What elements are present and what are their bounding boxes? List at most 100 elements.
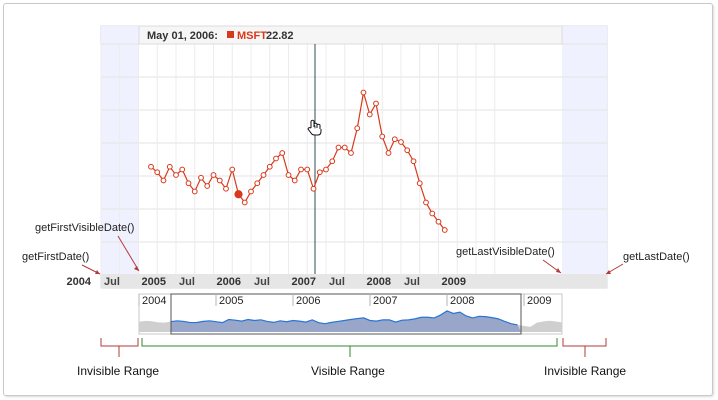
navigator-selection[interactable] [170, 293, 522, 335]
data-point[interactable] [360, 89, 367, 96]
data-point[interactable] [160, 177, 167, 184]
x-axis: 2004 2005 2006 2007 2008 2009 Jul Jul Jul Jul Jul [67, 276, 466, 288]
data-point[interactable] [273, 155, 279, 162]
msft-series [148, 89, 448, 233]
navigator-year-labels: 2004 2005 2006 2007 2008 2009 [138, 294, 551, 307]
data-point[interactable] [341, 144, 348, 151]
navigator-series [139, 293, 563, 335]
grid-lines [100, 43, 607, 274]
x-tick-year: 2004 [67, 276, 92, 288]
invisible-range-right-bracket [562, 338, 607, 357]
annotation-first-label: getFirstDate() [22, 251, 89, 263]
annotation-first-visible-arrowhead [134, 266, 139, 271]
invisible-range-right-label: Invisible Range [544, 364, 626, 378]
annotation-first-visible: getFirstVisibleDate() [35, 222, 140, 272]
annotation-first-visible-label: getFirstVisibleDate() [35, 222, 134, 234]
navigator-year-label: 2007 [373, 295, 397, 307]
x-tick-year: 2007 [292, 276, 316, 288]
data-point[interactable] [416, 180, 423, 187]
annotation-last: getLastDate() [605, 251, 690, 275]
data-point[interactable] [191, 188, 198, 195]
data-point[interactable] [379, 133, 386, 140]
data-point[interactable] [279, 150, 286, 156]
data-point[interactable] [148, 163, 154, 170]
data-point[interactable] [285, 172, 292, 178]
navigator-year-label: 2009 [527, 295, 551, 307]
visible-range-label: Visible Range [311, 364, 385, 378]
data-point[interactable] [316, 169, 323, 176]
data-point[interactable] [166, 163, 173, 170]
data-point[interactable] [354, 125, 361, 132]
data-point[interactable] [266, 163, 273, 170]
invisible-range-left-label: Invisible Range [77, 364, 159, 378]
navigator-year-label: 2004 [142, 295, 166, 307]
invisible-range-right-shade [562, 26, 607, 288]
x-tick-month: Jul [254, 276, 270, 288]
data-point[interactable] [373, 100, 379, 107]
data-point[interactable] [410, 158, 417, 165]
data-point[interactable] [291, 177, 298, 184]
tooltip-bar [138, 25, 563, 45]
x-tick-month: Jul [329, 276, 345, 288]
data-point[interactable] [304, 166, 311, 173]
x-tick-month: Jul [104, 276, 120, 288]
invisible-range-left-bracket [100, 338, 139, 357]
data-point[interactable] [241, 199, 248, 206]
annotation-last-visible: getLastVisibleDate() [456, 246, 562, 274]
data-point[interactable] [398, 139, 404, 145]
x-axis-band [101, 274, 607, 288]
data-point[interactable] [248, 188, 254, 195]
data-point[interactable] [335, 144, 342, 151]
data-point[interactable] [385, 150, 392, 156]
annotation-first-visible-arrow [117, 235, 140, 272]
data-point[interactable] [185, 180, 192, 187]
data-point[interactable] [216, 177, 223, 184]
tooltip-value: 22.82 [266, 30, 294, 42]
data-point[interactable] [179, 166, 186, 173]
annotation-last-label: getLastDate() [623, 251, 690, 263]
data-point[interactable] [329, 158, 336, 165]
tooltip-series-name: MSFT [237, 30, 267, 42]
data-point[interactable] [198, 174, 204, 181]
navigator-year-label: 2006 [296, 295, 320, 307]
data-point[interactable] [173, 172, 179, 178]
data-point[interactable] [435, 218, 442, 225]
x-tick-year: 2005 [142, 276, 166, 288]
navigator-year-label: 2005 [219, 295, 243, 307]
data-point[interactable] [298, 166, 304, 173]
x-tick-year: 2009 [442, 276, 466, 288]
x-tick-year: 2008 [367, 276, 391, 288]
data-point[interactable] [441, 227, 448, 233]
x-tick-month: Jul [404, 276, 420, 288]
annotation-last-visible-label: getLastVisibleDate() [456, 246, 555, 258]
visible-range-bracket [141, 338, 558, 357]
data-point[interactable] [348, 150, 354, 156]
navigator-year-label: 2008 [450, 295, 474, 307]
annotation-last-visible-arrowhead [556, 268, 561, 273]
data-point[interactable] [323, 166, 329, 173]
highlight-point[interactable] [234, 190, 243, 199]
data-point[interactable] [404, 147, 411, 154]
data-point[interactable] [210, 172, 217, 178]
data-point[interactable] [429, 210, 436, 217]
annotation-first: getFirstDate() [22, 251, 101, 275]
data-point[interactable] [154, 169, 161, 176]
data-point[interactable] [310, 185, 317, 192]
data-point[interactable] [229, 166, 236, 173]
data-point[interactable] [254, 180, 261, 187]
navigator-line [171, 310, 518, 326]
data-point[interactable] [260, 172, 267, 178]
tooltip-date: May 01, 2006: [147, 30, 218, 42]
data-point[interactable] [423, 199, 429, 206]
tooltip-series-swatch [227, 31, 234, 38]
annotation-last-arrowhead [606, 270, 611, 274]
figure-frame [3, 3, 713, 396]
data-point[interactable] [391, 136, 398, 143]
navigator-area-visible [171, 310, 521, 332]
x-tick-month: Jul [179, 276, 195, 288]
data-point[interactable] [366, 111, 373, 118]
data-point[interactable] [204, 183, 211, 189]
x-tick-year: 2006 [217, 276, 241, 288]
data-point[interactable] [223, 185, 229, 192]
